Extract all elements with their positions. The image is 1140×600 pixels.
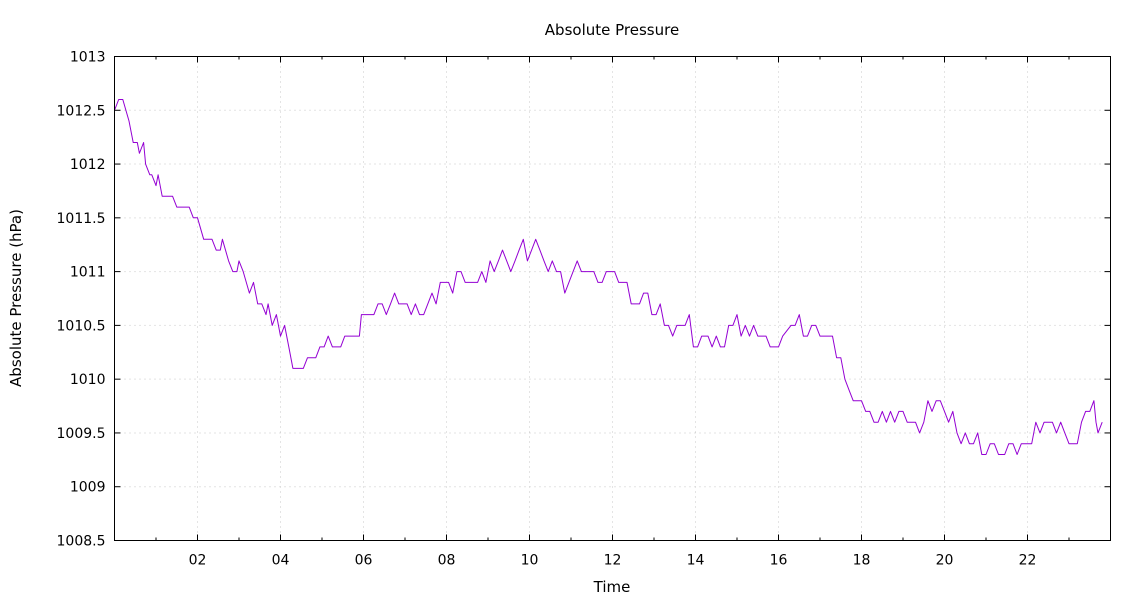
y-tick-label: 1011 [70, 265, 106, 281]
x-tick-labels: 02 04 06 08 10 12 14 16 18 20 22 [189, 553, 1037, 569]
y-tick-label: 1011.5 [57, 211, 106, 227]
x-tick-label: 08 [438, 553, 456, 569]
y-tick-label: 1010.5 [57, 318, 106, 334]
y-tick-label: 1009.5 [57, 426, 106, 442]
x-tick-label: 10 [521, 553, 539, 569]
y-axis-label: Absolute Pressure (hPa) [7, 209, 25, 387]
x-axis-label: Time [593, 578, 631, 596]
y-tick-label: 1010 [70, 372, 106, 388]
y-tick-label: 1009 [70, 480, 106, 496]
y-tick-label: 1013 [70, 50, 106, 66]
axis-ticks [114, 56, 1111, 541]
plot-frame [114, 56, 1111, 541]
x-tick-label: 20 [936, 553, 954, 569]
y-tick-label: 1012.5 [57, 103, 106, 119]
x-tick-label: 14 [687, 553, 705, 569]
y-tick-label: 1008.5 [57, 534, 106, 550]
pressure-series-line [114, 99, 1103, 455]
series-layer [114, 99, 1103, 455]
x-tick-label: 02 [189, 553, 207, 569]
chart-title: Absolute Pressure [545, 21, 679, 39]
x-tick-label: 22 [1019, 553, 1037, 569]
grid [114, 56, 1111, 541]
x-tick-label: 06 [355, 553, 373, 569]
y-tick-label: 1012 [70, 157, 106, 173]
x-tick-label: 12 [604, 553, 622, 569]
x-tick-label: 16 [770, 553, 788, 569]
x-tick-label: 18 [853, 553, 871, 569]
x-tick-label: 04 [272, 553, 290, 569]
y-tick-labels: 1008.5 1009 1009.5 1010 1010.5 1011 1011.5 1012… [57, 50, 106, 550]
